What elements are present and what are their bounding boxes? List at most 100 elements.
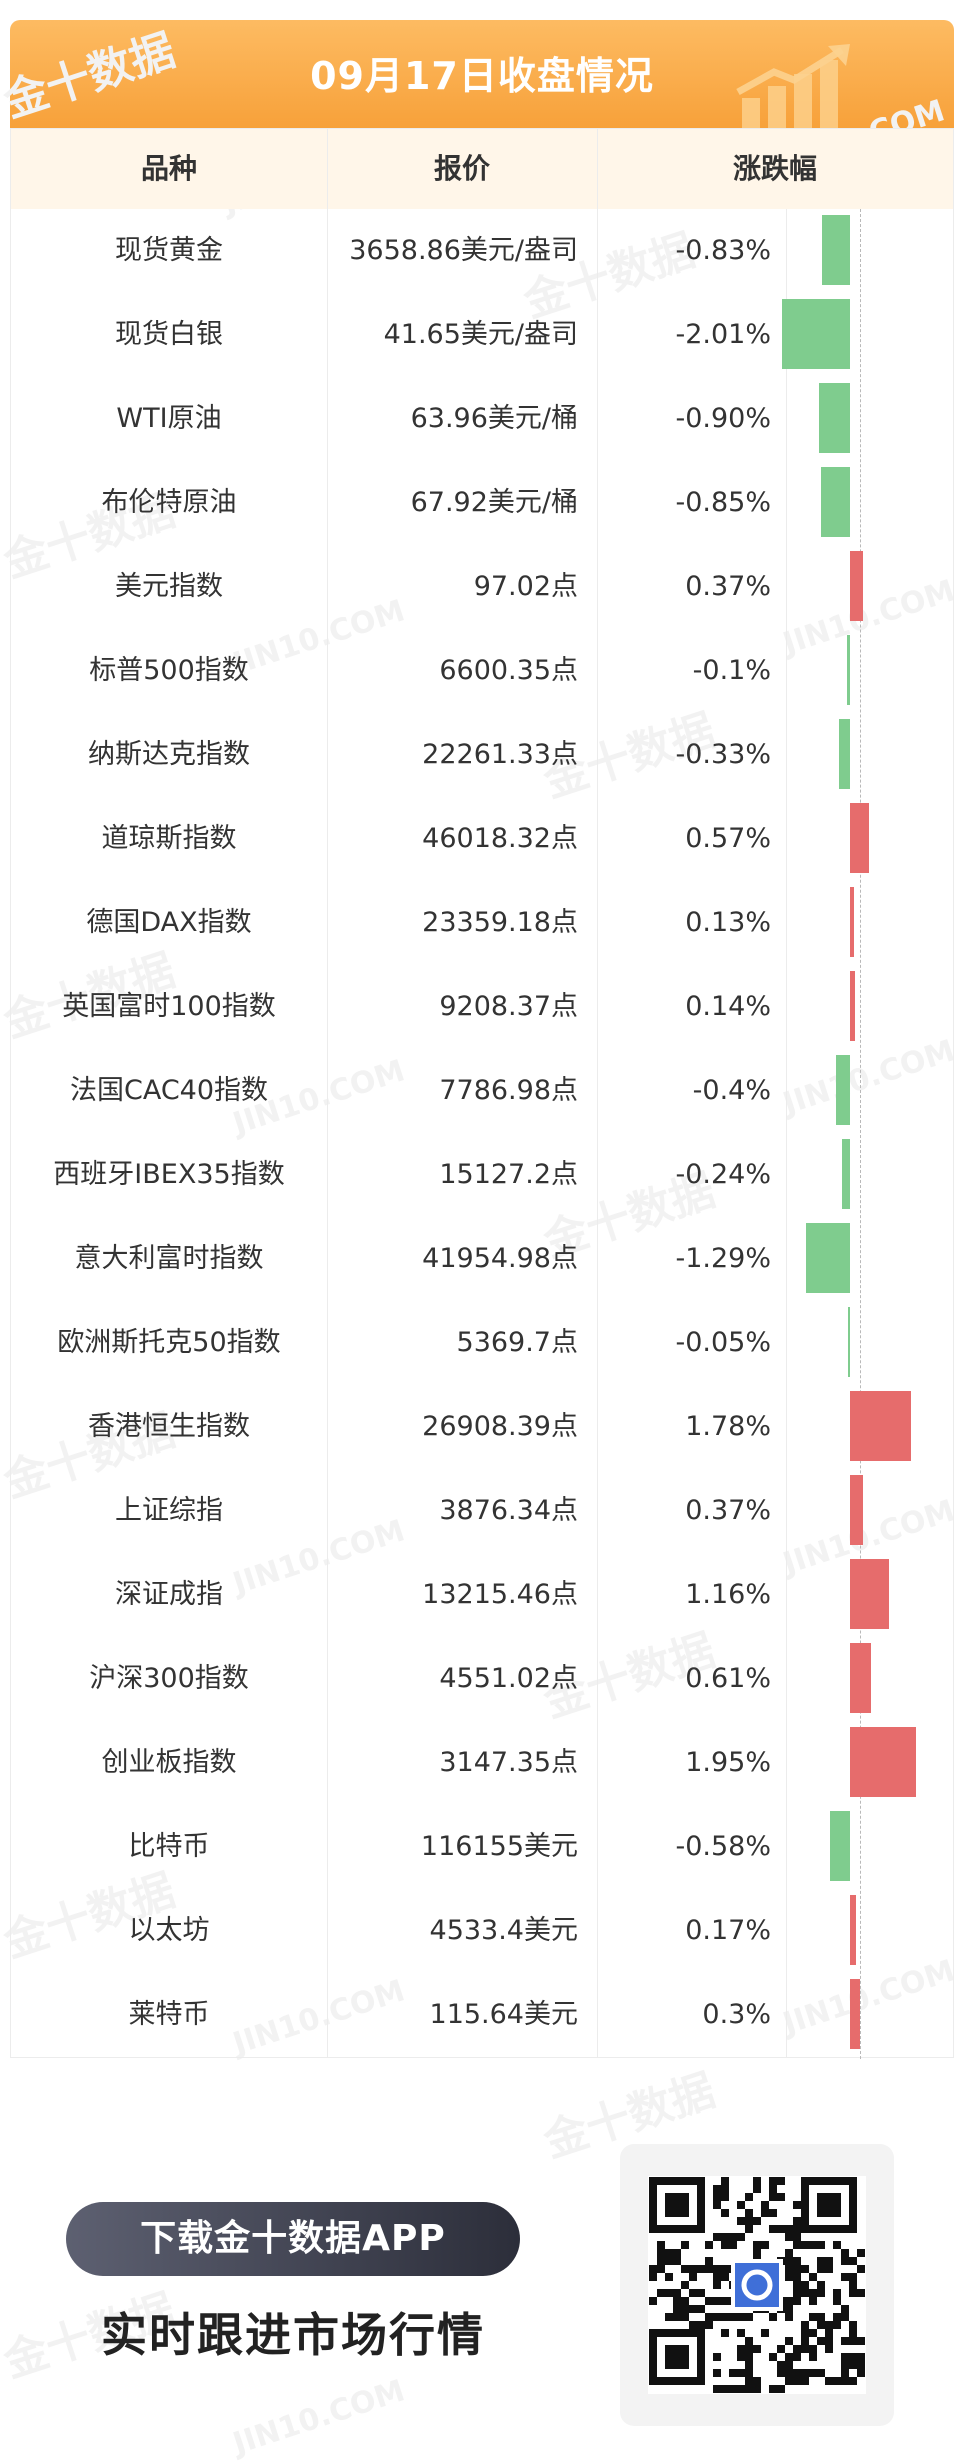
change-bar-down (819, 383, 850, 453)
instrument-name: 比特币 (128, 1831, 210, 1862)
instrument-name: 香港恒生指数 (88, 1411, 250, 1442)
instrument-name: 标普500指数 (89, 655, 249, 686)
table-row: 莱特币 115.64美元 0.3% (11, 1973, 953, 2057)
instrument-price: 23359.18点 (422, 907, 578, 938)
change-bar-down (821, 215, 850, 285)
instrument-change: 0.14% (685, 991, 771, 1022)
table-row: 现货白银 41.65美元/盎司 -2.01% (11, 293, 953, 377)
instrument-change: -0.85% (675, 487, 771, 518)
instrument-price: 4533.4美元 (429, 1915, 578, 1946)
change-bar-up (850, 1979, 861, 2049)
instrument-change: -0.83% (675, 235, 771, 266)
instrument-name: 现货白银 (115, 319, 223, 350)
table-row: 标普500指数 6600.35点 -0.1% (11, 629, 953, 713)
watermark: JIN10.COM (228, 2373, 410, 2462)
table-row: 意大利富时指数 41954.98点 -1.29% (11, 1217, 953, 1301)
instrument-change: -0.24% (675, 1159, 771, 1190)
table-row: 以太坊 4533.4美元 0.17% (11, 1889, 953, 1973)
table-row: 纳斯达克指数 22261.33点 -0.33% (11, 713, 953, 797)
instrument-price: 46018.32点 (422, 823, 578, 854)
instrument-change: -2.01% (675, 319, 771, 350)
change-bar-up (850, 1727, 917, 1797)
table-row: 德国DAX指数 23359.18点 0.13% (11, 881, 953, 965)
change-bar-up (850, 1643, 871, 1713)
instrument-change: 0.3% (702, 1999, 771, 2030)
instrument-price: 13215.46点 (422, 1579, 578, 1610)
column-divider (786, 209, 787, 2057)
qr-code-card (620, 2144, 894, 2426)
instrument-change: 1.95% (685, 1747, 771, 1778)
table-row: 现货黄金 3658.86美元/盎司 -0.83% (11, 209, 953, 293)
instrument-name: 美元指数 (115, 571, 223, 602)
change-bar-down (846, 635, 850, 705)
table-row: WTI原油 63.96美元/桶 -0.90% (11, 377, 953, 461)
instrument-name: 英国富时100指数 (62, 991, 276, 1022)
change-bar-down (781, 299, 850, 369)
promo-tagline: 实时跟进市场行情 (101, 2308, 485, 2362)
instrument-change: -1.29% (675, 1243, 771, 1274)
instrument-name: 西班牙IBEX35指数 (53, 1159, 285, 1190)
change-bar-down (848, 1307, 850, 1377)
instrument-price: 3147.35点 (439, 1747, 578, 1778)
download-app-button[interactable]: 下载金十数据APP (66, 2202, 520, 2276)
change-bar-down (838, 719, 850, 789)
change-bar-up (850, 887, 855, 957)
table-header: 品种 报价 涨跌幅 (11, 129, 953, 209)
instrument-name: 上证综指 (115, 1495, 223, 1526)
instrument-change: -0.58% (675, 1831, 771, 1862)
instrument-price: 67.92美元/桶 (410, 487, 578, 518)
page-title: 09月17日收盘情况 (310, 54, 654, 98)
table-row: 深证成指 13215.46点 1.16% (11, 1553, 953, 1637)
instrument-name: 以太坊 (128, 1915, 210, 1946)
change-bar-up (850, 1895, 856, 1965)
instrument-price: 97.02点 (473, 571, 578, 602)
change-bar-down (821, 467, 850, 537)
table-row: 比特币 116155美元 -0.58% (11, 1805, 953, 1889)
instrument-change: 0.17% (685, 1915, 771, 1946)
instrument-name: 创业板指数 (101, 1747, 237, 1778)
instrument-name: 道琼斯指数 (101, 823, 237, 854)
instrument-name: 德国DAX指数 (86, 907, 252, 938)
instrument-name: 布伦特原油 (101, 487, 237, 518)
instrument-change: -0.90% (675, 403, 771, 434)
change-bar-down (841, 1139, 850, 1209)
table-row: 美元指数 97.02点 0.37% (11, 545, 953, 629)
instrument-price: 22261.33点 (422, 739, 578, 770)
change-bar-up (850, 803, 870, 873)
qr-code-icon[interactable] (648, 2176, 866, 2394)
table-row: 法国CAC40指数 7786.98点 -0.4% (11, 1049, 953, 1133)
column-divider (597, 129, 598, 2057)
change-bar-up (850, 971, 855, 1041)
change-bar-up (850, 1391, 911, 1461)
instrument-price: 3876.34点 (439, 1495, 578, 1526)
table-row: 香港恒生指数 26908.39点 1.78% (11, 1385, 953, 1469)
column-divider (327, 129, 328, 2057)
instrument-price: 4551.02点 (439, 1663, 578, 1694)
instrument-price: 5369.7点 (456, 1327, 578, 1358)
instrument-price: 6600.35点 (439, 655, 578, 686)
change-bar-up (850, 1475, 863, 1545)
instrument-name: 沪深300指数 (89, 1663, 249, 1694)
change-bar-down (830, 1811, 850, 1881)
table-row: 布伦特原油 67.92美元/桶 -0.85% (11, 461, 953, 545)
instrument-price: 41.65美元/盎司 (383, 319, 578, 350)
instrument-name: 法国CAC40指数 (69, 1075, 269, 1106)
instrument-name: 意大利富时指数 (74, 1243, 264, 1274)
change-bar-up (850, 1559, 890, 1629)
table-row: 沪深300指数 4551.02点 0.61% (11, 1637, 953, 1721)
instrument-name: 莱特币 (128, 1999, 210, 2030)
column-header-change: 涨跌幅 (732, 152, 817, 185)
instrument-change: 1.78% (685, 1411, 771, 1442)
instrument-change: -0.05% (675, 1327, 771, 1358)
instrument-change: -0.33% (675, 739, 771, 770)
instrument-change: 1.16% (685, 1579, 771, 1610)
table-row: 西班牙IBEX35指数 15127.2点 -0.24% (11, 1133, 953, 1217)
instrument-change: 0.61% (685, 1663, 771, 1694)
instrument-price: 116155美元 (420, 1831, 578, 1862)
bar-zero-axis (860, 209, 861, 2059)
rising-chart-icon (736, 44, 850, 128)
change-bar-down (806, 1223, 850, 1293)
instrument-change: 0.13% (685, 907, 771, 938)
table-row: 创业板指数 3147.35点 1.95% (11, 1721, 953, 1805)
page-header: 09月17日收盘情况 (10, 20, 954, 128)
